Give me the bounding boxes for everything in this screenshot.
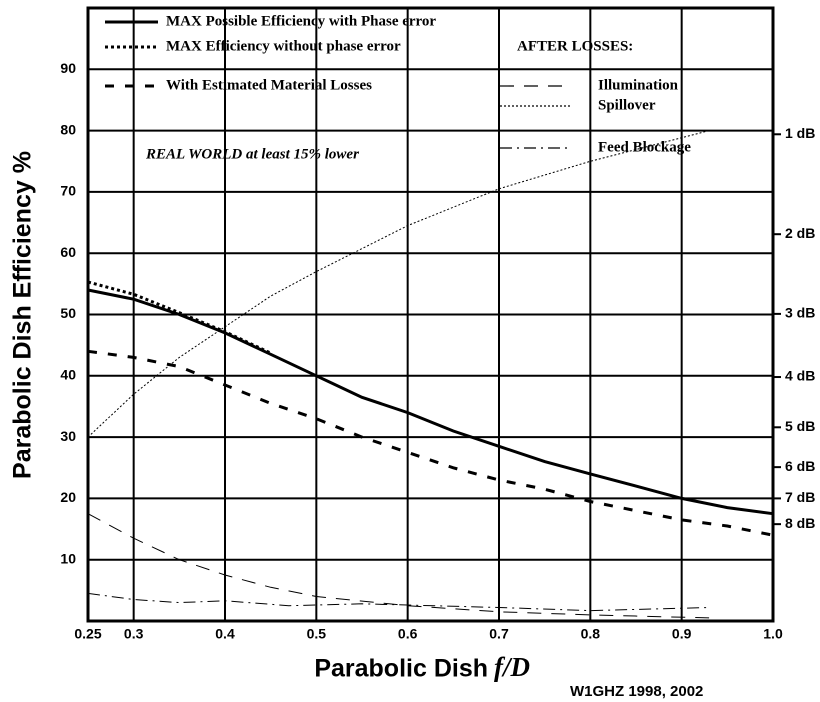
- y-tick-label: 10: [60, 550, 76, 566]
- credit: W1GHZ 1998, 2002: [570, 683, 703, 700]
- x-tick-label: 1.0: [763, 626, 783, 642]
- y-tick-label: 20: [60, 489, 76, 505]
- legend-label: With Estimated Material Losses: [166, 77, 372, 93]
- y2-tick-label: 8 dB: [785, 515, 815, 531]
- y2-tick-label: 1 dB: [785, 125, 815, 141]
- y2-tick-label: 7 dB: [785, 489, 815, 505]
- series-line: [87, 592, 710, 612]
- legend-label: MAX Efficiency without phase error: [166, 38, 401, 54]
- y-tick-label: 40: [60, 367, 76, 383]
- x-tick-label: 0.5: [307, 626, 327, 642]
- series-line: [87, 280, 272, 355]
- legend-label: Illumination: [598, 77, 679, 93]
- y-tick-label: 70: [60, 183, 76, 199]
- legend-label: MAX Possible Efficiency with Phase error: [166, 13, 436, 29]
- x-tick-label: 0.25: [74, 626, 101, 642]
- legend-label: Feed Blockage: [598, 139, 691, 155]
- series-line: [87, 513, 710, 619]
- legend-label: Spillover: [598, 97, 656, 113]
- annotation: REAL WORLD at least 15% lower: [145, 146, 359, 162]
- x-tick-label: 0.4: [215, 626, 235, 642]
- y2-tick-label: 3 dB: [785, 305, 815, 321]
- series-line: [87, 130, 710, 438]
- y-tick-label: 50: [60, 305, 76, 321]
- plot-frame: [86, 6, 775, 623]
- x-tick-label: 0.3: [124, 626, 144, 642]
- x-axis-label: Parabolic Dish: [314, 655, 488, 683]
- y-tick-label: 30: [60, 428, 76, 444]
- y-tick-label: 80: [60, 121, 76, 137]
- x-tick-label: 0.9: [672, 626, 692, 642]
- y2-tick-label: 2 dB: [785, 225, 815, 241]
- x-tick-label: 0.6: [398, 626, 418, 642]
- y2-tick-label: 6 dB: [785, 458, 815, 474]
- y-tick-label: 90: [60, 60, 76, 76]
- x-tick-label: 0.8: [581, 626, 601, 642]
- x-tick-label: 0.7: [489, 626, 509, 642]
- series-line: [87, 349, 774, 537]
- x-axis-label-variable: f/D: [494, 652, 530, 682]
- y-tick-label: 60: [60, 244, 76, 260]
- series-line: [87, 288, 774, 516]
- y2-tick-label: 5 dB: [785, 418, 815, 434]
- legend-heading: AFTER LOSSES:: [517, 38, 633, 54]
- y-axis-label: Parabolic Dish Efficiency %: [9, 151, 37, 479]
- y2-tick-label: 4 dB: [785, 368, 815, 384]
